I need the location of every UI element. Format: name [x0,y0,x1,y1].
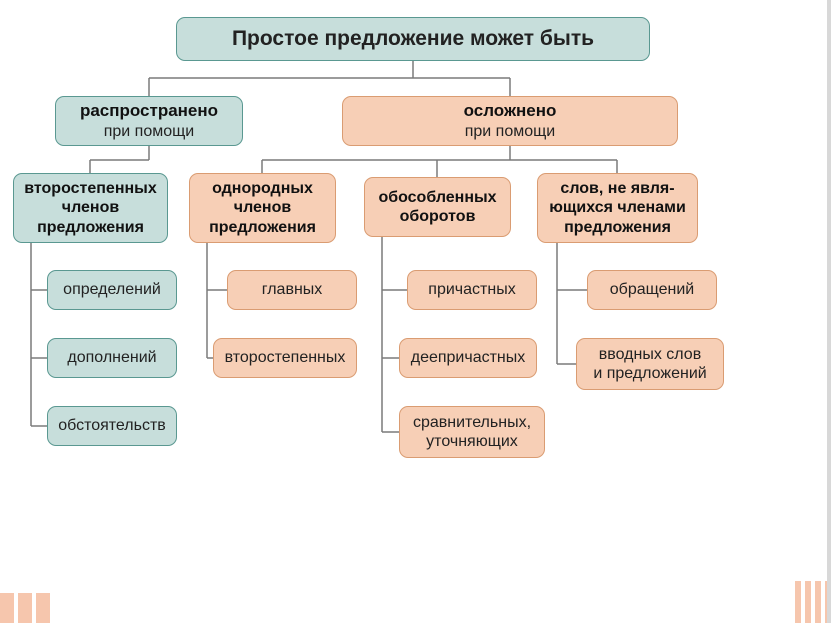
line: предложения [564,218,671,237]
leaf-sravnitelnyh: сравнительных, уточняющих [399,406,545,458]
frame-edge-right [827,0,831,623]
node-slov-ne-yavl: слов, не явля- ющихся членами предложени… [537,173,698,243]
line: уточняющих [426,432,518,451]
leaf-obrascheniy: обращений [587,270,717,310]
node-label: распространено [80,101,218,121]
leaf-vtorostepennyh-2: второстепенных [213,338,357,378]
node-obosoblennyh: обособленных оборотов [364,177,511,237]
node-sublabel: при помощи [465,122,556,141]
node-rasprostraneno: распространено при помощи [55,96,243,146]
leaf-label: обращений [610,280,694,299]
line: слов, не явля- [560,179,674,198]
line: второстепенных [24,179,156,198]
node-sublabel: при помощи [104,122,195,141]
line: предложения [209,218,316,237]
leaf-vvodnyh-slov: вводных слов и предложений [576,338,724,390]
node-label: осложнено [464,101,557,121]
line: членов [62,198,119,217]
leaf-prichastnyh: причастных [407,270,537,310]
node-oslozhneno: осложнено при помощи [342,96,678,146]
leaf-label: обстоятельств [58,416,166,435]
leaf-dopolneniy: дополнений [47,338,177,378]
leaf-glavnyh: главных [227,270,357,310]
line: однородных [212,179,313,198]
node-vtorostepennyh: второстепенных членов предложения [13,173,168,243]
decor-stripes-left [0,593,54,623]
line: обособленных [378,188,496,207]
leaf-label: главных [262,280,323,299]
root-node: Простое предложение может быть [176,17,650,61]
line: вводных слов [599,345,701,364]
line: предложения [37,218,144,237]
leaf-obstoyatelstv: обстоятельств [47,406,177,446]
line: оборотов [400,207,476,226]
leaf-label: дополнений [67,348,156,367]
node-odnorodnyh: однородных членов предложения [189,173,336,243]
connector-lines [0,0,831,623]
decor-stripes-right [791,581,831,623]
leaf-label: деепричастных [411,348,526,367]
leaf-opredeleniy: определений [47,270,177,310]
root-label: Простое предложение может быть [232,26,594,51]
leaf-label: определений [63,280,161,299]
line: ющихся членами [549,198,686,217]
leaf-label: второстепенных [225,348,346,367]
line: и предложений [593,364,706,383]
leaf-deeprichastnyh: деепричастных [399,338,537,378]
line: членов [234,198,291,217]
leaf-label: причастных [428,280,515,299]
line: сравнительных, [413,413,531,432]
